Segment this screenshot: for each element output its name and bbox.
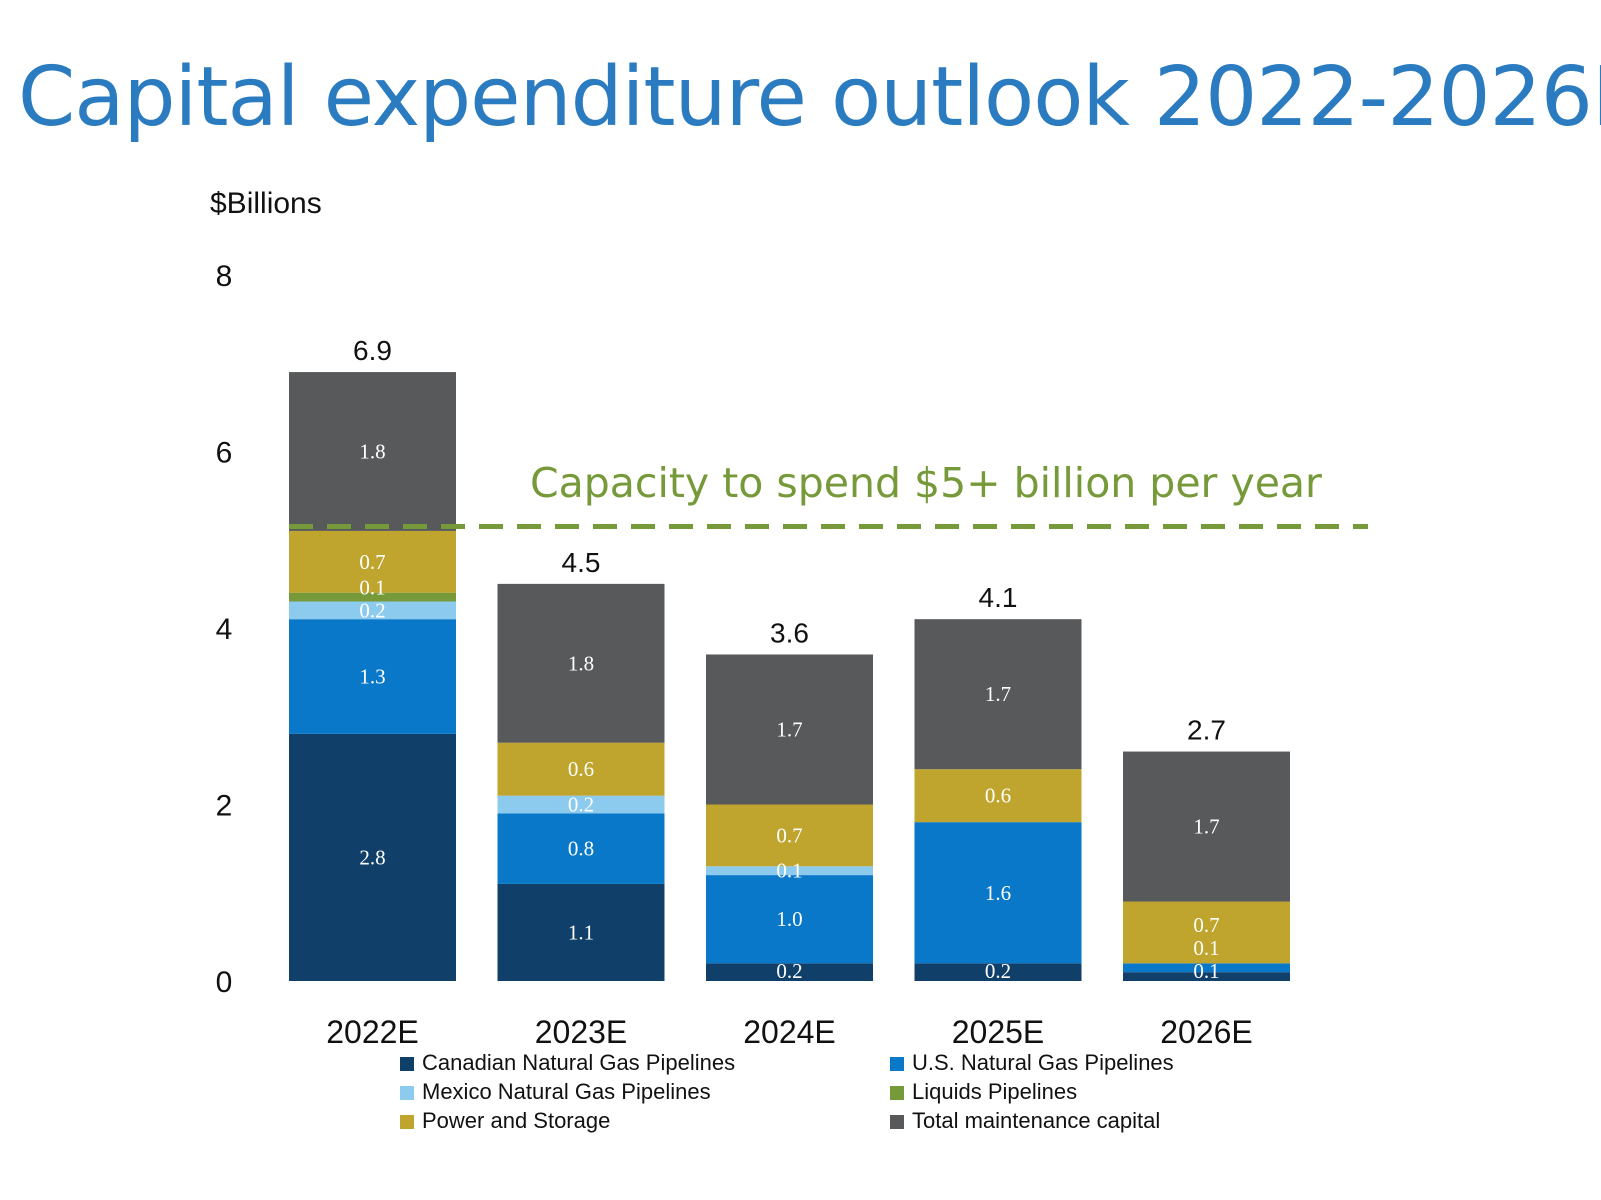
data-label: 0.2 bbox=[359, 598, 385, 622]
legend-swatch bbox=[400, 1115, 414, 1129]
bar-segment bbox=[497, 883, 665, 981]
bar-segment bbox=[289, 372, 456, 531]
legend-swatch bbox=[400, 1057, 414, 1071]
x-tick-label: 2022E bbox=[326, 1014, 419, 1050]
legend-label: U.S. Natural Gas Pipelines bbox=[912, 1050, 1174, 1075]
data-label: 0.1 bbox=[776, 859, 802, 883]
bar-segment bbox=[497, 813, 665, 884]
data-label: 0.7 bbox=[1193, 913, 1219, 937]
page-title: Capital expenditure outlook 2022-2026E bbox=[18, 50, 1601, 145]
legend-swatch bbox=[890, 1115, 904, 1129]
data-label: 0.2 bbox=[776, 959, 802, 983]
data-label: 0.7 bbox=[359, 550, 385, 574]
bar-segment bbox=[289, 592, 456, 602]
data-label: 0.2 bbox=[985, 959, 1011, 983]
data-label: 0.1 bbox=[1193, 936, 1219, 960]
bar-segment bbox=[1123, 972, 1290, 981]
legend-label: Total maintenance capital bbox=[912, 1108, 1160, 1133]
legend-label: Power and Storage bbox=[422, 1108, 610, 1133]
y-tick-label: 6 bbox=[216, 437, 233, 470]
legend-swatch bbox=[890, 1086, 904, 1100]
legend-label: Canadian Natural Gas Pipelines bbox=[422, 1050, 735, 1075]
x-tick-label: 2023E bbox=[535, 1014, 628, 1050]
legend-swatch bbox=[890, 1057, 904, 1071]
data-label: 1.0 bbox=[776, 907, 802, 931]
bar-segment bbox=[914, 963, 1082, 981]
x-tick-label: 2026E bbox=[1160, 1014, 1253, 1050]
data-label: 1.8 bbox=[359, 440, 385, 464]
data-label: 1.6 bbox=[985, 881, 1011, 905]
data-label: 0.1 bbox=[1193, 959, 1219, 983]
bar-segment bbox=[706, 866, 873, 876]
bar-segment bbox=[289, 619, 456, 734]
data-label: 1.1 bbox=[568, 920, 594, 944]
bar-segment bbox=[289, 601, 456, 620]
x-tick-label: 2024E bbox=[743, 1014, 836, 1050]
total-label: 3.6 bbox=[770, 617, 809, 648]
bar-segment bbox=[1123, 901, 1290, 964]
y-tick-label: 0 bbox=[216, 966, 233, 999]
data-label: 0.6 bbox=[985, 784, 1011, 808]
bar-segment bbox=[706, 875, 873, 964]
y-tick-label: 2 bbox=[216, 790, 233, 823]
data-label: 1.7 bbox=[1193, 815, 1219, 839]
bar-segment bbox=[914, 619, 1082, 770]
y-tick-label: 8 bbox=[216, 260, 233, 293]
total-label: 4.5 bbox=[562, 547, 601, 578]
total-label: 2.7 bbox=[1187, 715, 1226, 746]
bar-segment bbox=[289, 530, 456, 593]
y-axis-label: $Billions bbox=[210, 187, 322, 220]
data-label: 2.8 bbox=[359, 845, 385, 869]
y-tick-label: 4 bbox=[216, 613, 233, 646]
legend-label: Liquids Pipelines bbox=[912, 1079, 1077, 1104]
data-label: 0.2 bbox=[568, 793, 594, 817]
bar-segment bbox=[289, 733, 456, 981]
data-label: 0.6 bbox=[568, 757, 594, 781]
x-tick-label: 2025E bbox=[952, 1014, 1045, 1050]
data-label: 1.7 bbox=[985, 682, 1011, 706]
data-label: 1.8 bbox=[568, 651, 594, 675]
data-label: 1.7 bbox=[776, 717, 802, 741]
total-label: 4.1 bbox=[979, 582, 1018, 613]
bar-segment bbox=[1123, 751, 1290, 902]
bar-segment bbox=[1123, 963, 1290, 973]
legend-label: Mexico Natural Gas Pipelines bbox=[422, 1079, 711, 1104]
data-label: 1.3 bbox=[359, 665, 385, 689]
capacity-annotation: Capacity to spend $5+ billion per year bbox=[530, 459, 1322, 507]
bar-segment bbox=[914, 769, 1082, 823]
bar-segment bbox=[706, 654, 873, 805]
data-label: 0.8 bbox=[568, 837, 594, 861]
legend-swatch bbox=[400, 1086, 414, 1100]
bar-segment bbox=[914, 822, 1082, 964]
bar-segment bbox=[497, 742, 665, 796]
total-label: 6.9 bbox=[353, 335, 392, 366]
data-label: 0.7 bbox=[776, 823, 802, 847]
bar-segment bbox=[706, 804, 873, 867]
data-label: 0.1 bbox=[359, 575, 385, 599]
bar-segment bbox=[497, 583, 665, 743]
bar-segment bbox=[497, 795, 665, 814]
bar-segment bbox=[706, 963, 873, 981]
